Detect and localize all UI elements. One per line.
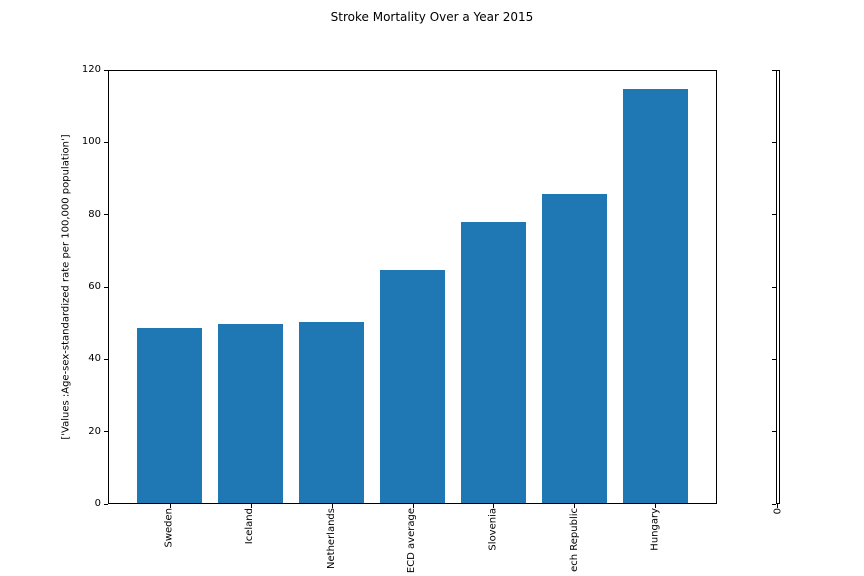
- x-tick-label: ech Republic: [568, 508, 580, 572]
- bar-sweden: [137, 328, 202, 503]
- secondary-axis-tick: [772, 431, 776, 433]
- secondary-axis-tick: [772, 69, 776, 71]
- y-tick-mark: [104, 431, 108, 433]
- x-tick-mark: [250, 504, 252, 508]
- bar-ech-republic: [542, 193, 607, 503]
- y-tick-label: 0: [94, 498, 101, 509]
- y-tick-label: 60: [88, 281, 101, 292]
- y-tick-mark: [104, 141, 108, 143]
- x-tick-label: Slovenia: [487, 508, 499, 551]
- secondary-axis-tick: [772, 286, 776, 288]
- bar-iceland: [218, 323, 283, 503]
- chart-title: Stroke Mortality Over a Year 2015: [330, 10, 534, 24]
- plot-area: [108, 70, 717, 504]
- y-tick-label: 20: [88, 425, 101, 437]
- secondary-axis: [776, 70, 780, 504]
- y-tick-label: 80: [88, 208, 101, 220]
- y-tick-mark: [104, 214, 108, 216]
- y-tick-mark: [104, 503, 108, 505]
- y-tick-mark: [104, 286, 108, 288]
- x-tick-label: Sweden: [163, 508, 175, 548]
- x-tick-label: Iceland: [244, 508, 256, 545]
- secondary-axis-tick: [772, 358, 776, 360]
- bar-hungary: [623, 88, 688, 503]
- y-tick-mark: [104, 69, 108, 71]
- bar-ecd-average: [380, 269, 445, 503]
- secondary-axis-tick: [772, 214, 776, 216]
- x-tick-mark: [169, 504, 171, 508]
- bar-slovenia: [461, 221, 526, 503]
- secondary-axis-x-tick-label: 0: [772, 508, 783, 515]
- y-tick-mark: [104, 358, 108, 360]
- x-tick-mark: [574, 504, 576, 508]
- x-tick-mark: [331, 504, 333, 508]
- secondary-axis-tick: [772, 141, 776, 143]
- x-tick-mark: [493, 504, 495, 508]
- y-tick-label: 100: [81, 136, 101, 148]
- x-tick-label: Netherlands: [325, 508, 337, 569]
- secondary-axis-tick: [772, 503, 776, 505]
- x-tick-label: ECD average: [406, 508, 418, 574]
- x-tick-label: Hungary: [649, 508, 661, 551]
- x-tick-mark: [655, 504, 657, 508]
- y-tick-label: 40: [88, 353, 101, 365]
- y-tick-label: 120: [81, 64, 101, 75]
- secondary-axis-x-tick-mark: [777, 504, 778, 508]
- x-tick-mark: [412, 504, 414, 508]
- bar-netherlands: [299, 322, 364, 503]
